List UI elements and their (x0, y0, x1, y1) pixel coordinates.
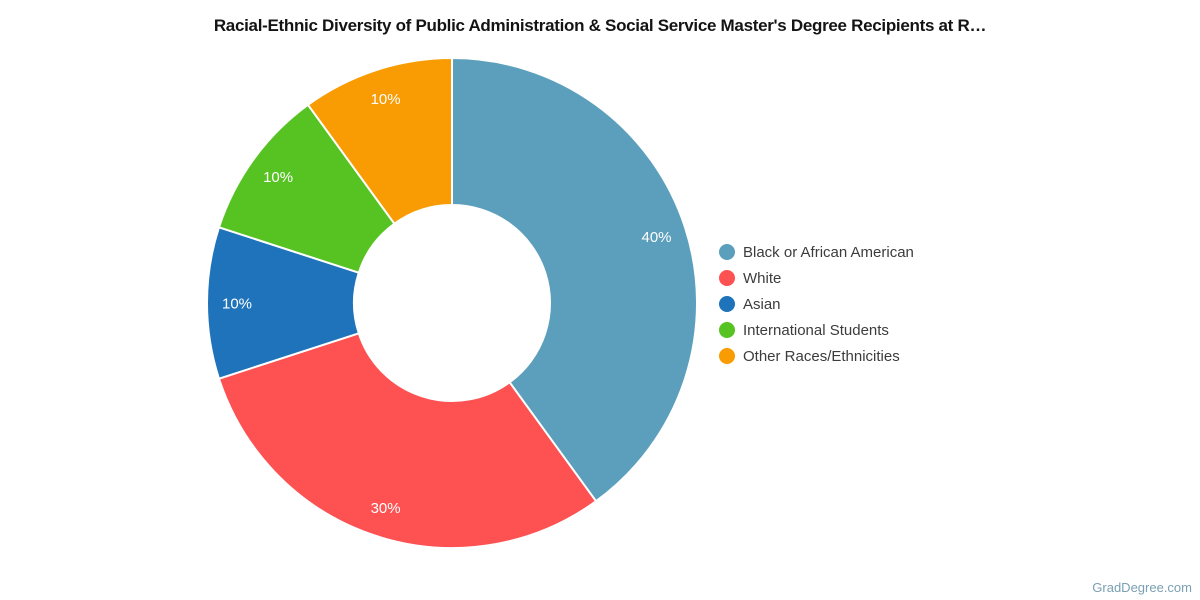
legend-item-white[interactable]: White (719, 265, 914, 291)
legend-label: International Students (743, 321, 889, 339)
slice-label-white: 30% (371, 500, 401, 517)
legend-swatch-other-races-ethnicities (719, 348, 735, 364)
legend-swatch-international-students (719, 322, 735, 338)
pie-slice-white[interactable] (217, 332, 598, 550)
slice-label-international-students: 10% (263, 169, 293, 186)
legend-label: Other Races/Ethnicities (743, 347, 900, 365)
chart-title: Racial-Ethnic Diversity of Public Admini… (213, 16, 987, 35)
watermark-link[interactable]: GradDegree.com (1092, 580, 1192, 595)
pie-slice-black-or-african-american[interactable] (451, 57, 699, 503)
legend-label: Asian (743, 295, 781, 313)
legend-swatch-black-or-african-american (719, 244, 735, 260)
slice-label-asian: 10% (222, 295, 252, 312)
legend-item-asian[interactable]: Asian (719, 291, 914, 317)
legend-label: White (743, 269, 782, 287)
legend: Black or African American White Asian Inter… (719, 239, 914, 369)
legend-item-other-races-ethnicities[interactable]: Other Races/Ethnicities (719, 343, 914, 369)
legend-item-international-students[interactable]: International Students (719, 317, 914, 343)
legend-label: Black or African American (743, 243, 914, 261)
pie-slice-other-races-ethnicities[interactable] (306, 57, 453, 225)
slice-label-other-races-ethnicities: 10% (371, 91, 401, 108)
legend-swatch-white (719, 270, 735, 286)
slice-label-black-or-african-american: 40% (641, 229, 671, 246)
legend-swatch-asian (719, 296, 735, 312)
legend-item-black-or-african-american[interactable]: Black or African American (719, 239, 914, 265)
